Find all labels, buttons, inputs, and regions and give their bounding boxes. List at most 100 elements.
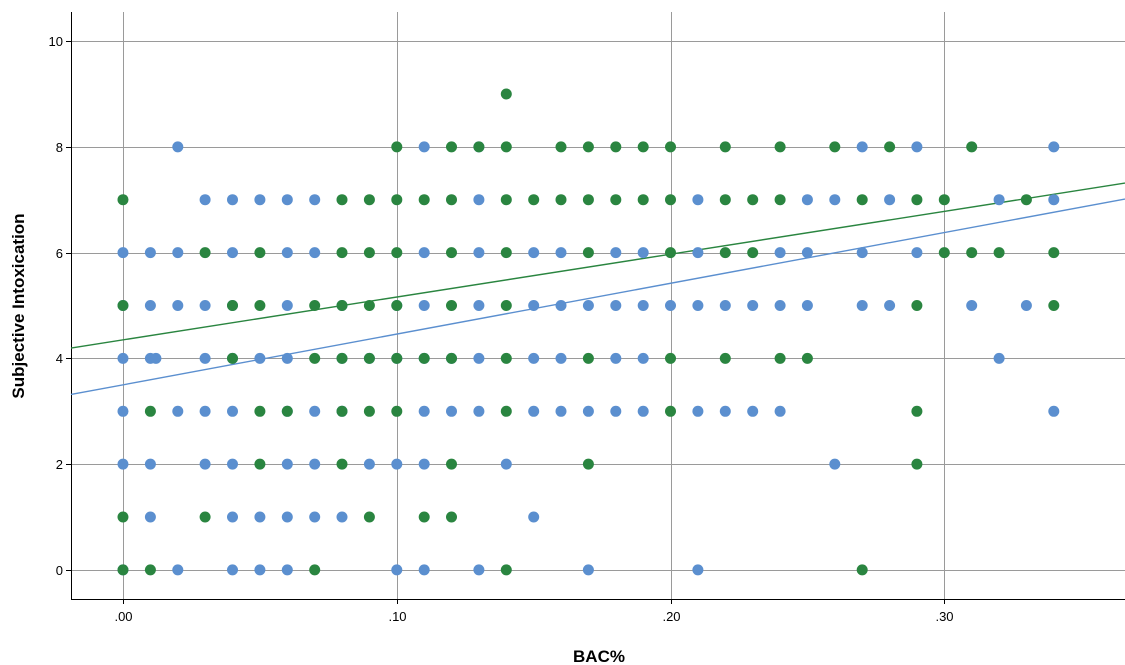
data-point xyxy=(856,141,868,153)
data-point xyxy=(227,352,238,364)
x-tick-label: .20 xyxy=(662,609,680,624)
data-point xyxy=(911,141,923,153)
data-point xyxy=(911,458,923,470)
data-point xyxy=(281,511,293,523)
data-point xyxy=(1048,247,1060,259)
y-tick-label: 0 xyxy=(56,563,63,578)
data-point xyxy=(747,194,759,206)
data-point xyxy=(281,564,293,576)
data-point xyxy=(144,300,156,311)
data-point xyxy=(692,405,704,417)
data-point xyxy=(938,194,950,206)
data-point xyxy=(747,247,759,259)
data-point xyxy=(446,194,457,206)
data-point xyxy=(774,194,786,206)
data-point xyxy=(391,405,403,417)
data-point xyxy=(172,405,184,417)
y-tick-label: 4 xyxy=(56,351,63,366)
data-point xyxy=(856,194,868,206)
data-point xyxy=(446,405,457,417)
data-point xyxy=(829,458,841,470)
data-point xyxy=(172,141,184,153)
data-point xyxy=(665,300,676,311)
data-point xyxy=(637,300,649,311)
data-point xyxy=(500,141,512,153)
data-point xyxy=(500,88,512,100)
data-point xyxy=(336,458,348,470)
data-point xyxy=(172,247,184,259)
data-point xyxy=(254,405,266,417)
data-point xyxy=(966,247,978,259)
data-point xyxy=(637,194,649,206)
data-point xyxy=(692,247,704,259)
data-point xyxy=(582,141,594,153)
data-point xyxy=(473,352,485,364)
x-tick-label: .30 xyxy=(935,609,953,624)
y-axis-title: Subjective Intoxication xyxy=(9,213,28,398)
data-point xyxy=(446,458,457,470)
data-point xyxy=(391,300,403,311)
data-point xyxy=(719,141,731,153)
data-point xyxy=(418,405,430,417)
data-point xyxy=(500,564,512,576)
data-point xyxy=(637,352,649,364)
data-point xyxy=(582,194,594,206)
data-point xyxy=(719,405,731,417)
data-point xyxy=(528,405,540,417)
data-point xyxy=(254,300,266,311)
data-point xyxy=(856,564,868,576)
data-point xyxy=(281,247,293,259)
data-point xyxy=(172,300,184,311)
data-point xyxy=(227,511,238,523)
data-point xyxy=(610,141,622,153)
data-point xyxy=(610,352,622,364)
data-point xyxy=(418,352,430,364)
data-point xyxy=(336,247,348,259)
data-point xyxy=(363,458,375,470)
data-point xyxy=(582,247,594,259)
data-point xyxy=(555,405,567,417)
x-tick-label: .00 xyxy=(114,609,132,624)
y-tick-label: 2 xyxy=(56,457,63,472)
data-point xyxy=(856,300,868,311)
data-point xyxy=(856,247,868,259)
data-point xyxy=(665,247,676,259)
data-point xyxy=(801,194,813,206)
data-point xyxy=(610,300,622,311)
data-point xyxy=(150,352,162,364)
data-point xyxy=(227,564,238,576)
data-point xyxy=(610,405,622,417)
data-point xyxy=(227,300,238,311)
data-point xyxy=(227,247,238,259)
data-point xyxy=(281,458,293,470)
data-point xyxy=(1020,300,1032,311)
data-point xyxy=(363,511,375,523)
data-point xyxy=(336,405,348,417)
data-point xyxy=(774,300,786,311)
data-point xyxy=(391,352,403,364)
data-point xyxy=(473,300,485,311)
data-point xyxy=(391,141,403,153)
data-point xyxy=(1048,405,1060,417)
data-point xyxy=(884,300,896,311)
data-point xyxy=(610,247,622,259)
y-tick-label: 6 xyxy=(56,246,63,261)
data-point xyxy=(665,194,676,206)
data-point xyxy=(528,300,540,311)
data-point xyxy=(665,405,676,417)
data-point xyxy=(993,247,1005,259)
data-point xyxy=(117,352,129,364)
data-point xyxy=(418,300,430,311)
data-point xyxy=(391,564,403,576)
data-point xyxy=(555,300,567,311)
data-point xyxy=(911,405,923,417)
data-point xyxy=(254,564,266,576)
data-point xyxy=(144,564,156,576)
data-point xyxy=(281,300,293,311)
series-2-points xyxy=(117,88,1060,576)
data-point xyxy=(117,194,129,206)
data-point xyxy=(911,300,923,311)
data-point xyxy=(227,405,238,417)
data-point xyxy=(911,194,923,206)
